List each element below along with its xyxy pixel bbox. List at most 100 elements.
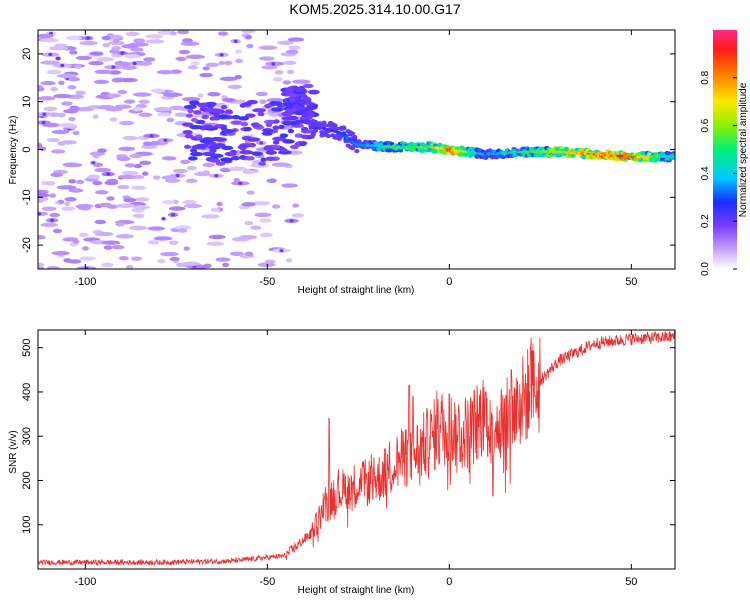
spec-noise-cell (61, 101, 73, 106)
spec-noise-cell (163, 92, 183, 97)
spec-cluster-cell (210, 143, 224, 149)
spec-noise-cell (132, 92, 152, 97)
spec-noise-cell (141, 171, 149, 176)
spec-noise-cell (118, 146, 136, 152)
spec-noise-cell (218, 60, 225, 66)
spec-ridge-cell (581, 155, 587, 160)
spec-ridge-cell (459, 152, 465, 157)
spec-noise-cell (67, 259, 82, 264)
spec-noise-cell (58, 123, 77, 128)
spec-cluster-cell (264, 103, 272, 109)
spec-noise-core (171, 213, 176, 217)
spec-noise-cell (144, 39, 165, 44)
spec-cluster-cell (287, 128, 295, 134)
spec-cluster-cell (183, 104, 197, 110)
spec-noise-cell (168, 206, 186, 211)
spec-noise-cell (183, 203, 203, 209)
spec-noise-cell (68, 179, 77, 184)
spec-noise-cell (38, 235, 46, 240)
snr-xtick-label: -50 (259, 576, 275, 588)
spec-noise-cell (169, 31, 177, 36)
spec-noise-cell (75, 179, 85, 185)
spec-noise-cell (82, 246, 89, 251)
spec-cluster-cell (279, 148, 288, 153)
spec-cluster-cell (190, 117, 199, 123)
spec-noise-cell (38, 193, 50, 198)
spec-noise-cell (139, 160, 152, 165)
spec-noise-cell (92, 114, 99, 119)
spec-cluster-cell (278, 124, 285, 130)
spec-noise-cell (49, 212, 61, 218)
spec-cluster-cell (286, 115, 299, 121)
spec-noise-cell (123, 99, 136, 104)
spec-noise-cell (117, 89, 128, 95)
snr-frame (37, 329, 676, 570)
spec-noise-cell (281, 183, 299, 188)
spec-noise-cell (109, 49, 120, 54)
spec-noise-cell (177, 228, 188, 233)
spec-noise-cell (123, 197, 137, 203)
spec-noise-cell (116, 156, 131, 162)
spec-noise-cell (79, 256, 97, 261)
spec-noise-cell (38, 84, 44, 90)
spec-noise-core (149, 134, 154, 138)
spectrogram-cells (38, 30, 675, 269)
spec-noise-cell (180, 159, 191, 164)
spec-cluster-cell (187, 108, 194, 114)
spec-cluster-cell (231, 114, 241, 120)
spec-noise-core (42, 112, 47, 116)
spec-ridge-cell (373, 141, 380, 146)
spec-noise-cell (208, 234, 226, 240)
spec-noise-cell (259, 232, 273, 238)
spec-noise-cell (200, 214, 220, 219)
spec-noise-cell (147, 226, 165, 231)
spec-noise-cell (40, 60, 60, 65)
spec-cluster-cell (209, 158, 221, 163)
spec-xtick-label: -50 (259, 276, 275, 288)
spec-noise-cell (56, 112, 67, 118)
spec-noise-cell (115, 203, 136, 208)
spec-noise-cell (153, 236, 173, 241)
spec-cluster-cell (292, 104, 301, 109)
spec-cluster-cell (281, 111, 293, 117)
spec-noise-cell (135, 61, 153, 66)
spec-noise-cell (244, 35, 253, 40)
spec-ridge-cell (500, 155, 506, 160)
spec-noise-cell (115, 61, 132, 67)
spec-ridge-cell (579, 149, 585, 154)
spec-noise-cell (258, 45, 278, 50)
spec-cluster-cell (265, 122, 273, 128)
spec-noise-cell (51, 129, 70, 135)
spec-cluster-cell (237, 144, 248, 150)
spec-noise-cell (234, 49, 243, 54)
spec-noise-cell (244, 220, 254, 226)
spec-noise-core (214, 174, 219, 178)
spec-noise-cell (282, 80, 291, 85)
spec-noise-cell (250, 225, 262, 230)
spec-noise-cell (101, 262, 114, 268)
spectrogram-y-label: Frequency (Hz) (8, 116, 19, 185)
spec-ridge-cell (411, 147, 417, 152)
spec-cluster-cell (225, 109, 233, 114)
spec-noise-cell (64, 201, 71, 206)
spec-noise-cell (272, 77, 283, 82)
spec-noise-cell (102, 43, 111, 48)
spec-noise-cell (38, 33, 54, 39)
spec-cluster-cell (301, 112, 310, 118)
spec-noise-cell (202, 66, 210, 71)
spec-noise-core (86, 36, 91, 40)
spec-noise-cell (72, 130, 80, 136)
spec-noise-cell (156, 112, 171, 117)
spec-noise-cell (272, 204, 281, 209)
spec-noise-cell (111, 244, 125, 250)
spec-noise-core (271, 62, 276, 66)
spec-noise-cell (48, 46, 69, 51)
spec-cluster-cell (263, 146, 275, 151)
spec-noise-cell (259, 99, 267, 104)
spec-cluster-cell (265, 150, 277, 155)
spec-cluster-cell (279, 133, 289, 138)
spec-cluster-cell (214, 137, 227, 142)
spec-cluster-cell (185, 113, 193, 118)
spec-cluster-cell (289, 97, 296, 103)
